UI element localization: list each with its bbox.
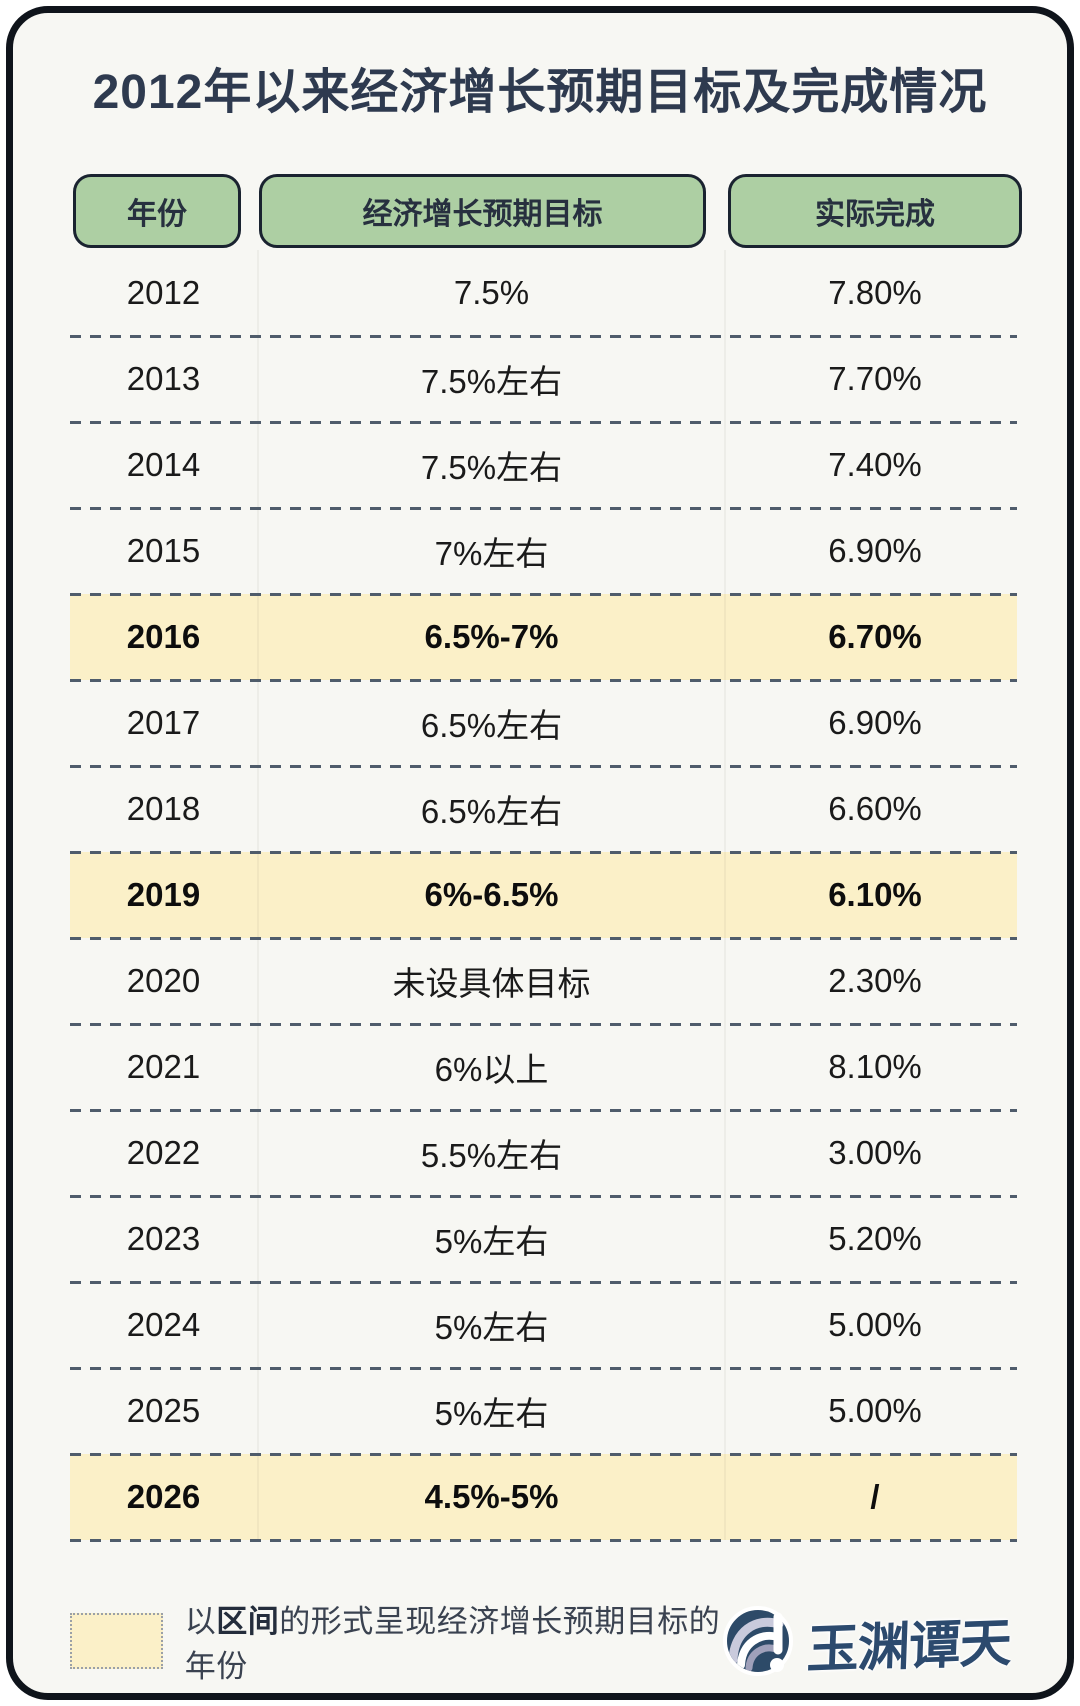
cell-year: 2017 — [126, 704, 201, 742]
cell-actual: 5.20% — [724, 1196, 1024, 1283]
legend-label: 以区间的形式呈现经济增长预期目标的年份 — [185, 1596, 721, 1686]
cell-year: 2014 — [126, 446, 201, 484]
cell-actual: 6.60% — [724, 766, 1024, 853]
cell-year: 2025 — [126, 1392, 201, 1430]
cell-actual: 3.00% — [724, 1110, 1024, 1197]
footer: 以区间的形式呈现经济增长预期目标的年份 玉渊谭天 — [70, 1596, 1015, 1686]
column-header-year: 年份 — [73, 174, 241, 249]
page-title: 2012年以来经济增长预期目标及完成情况 — [92, 66, 988, 119]
logo-swirl-icon — [722, 1606, 793, 1677]
table-row-2022: 2022 5.5%左右 3.00% — [70, 1108, 1017, 1197]
cell-year: 2020 — [126, 962, 201, 1000]
cell-target: 6.5%左右 — [257, 766, 724, 853]
logo-wordmark: 玉渊谭天 — [805, 1614, 1012, 1680]
table-row-2026: 2026 4.5%-5% / — [70, 1452, 1017, 1542]
legend: 以区间的形式呈现经济增长预期目标的年份 — [70, 1596, 721, 1686]
cell-actual: 6.10% — [724, 852, 1024, 939]
cell-year: 2012 — [126, 274, 201, 312]
table-row-2023: 2023 5%左右 5.20% — [70, 1194, 1017, 1283]
cell-actual: 7.80% — [724, 250, 1024, 337]
cell-target: 5%左右 — [257, 1196, 724, 1283]
cell-target: 5%左右 — [257, 1368, 724, 1455]
cell-year: 2024 — [126, 1306, 201, 1344]
table-body: 2012 7.5% 7.80% 2013 7.5%左右 7.70% 2014 7.5%左右 7.… — [13, 250, 1067, 1542]
table-row-2014: 2014 7.5%左右 7.40% — [70, 420, 1017, 509]
cell-year: 2023 — [126, 1220, 201, 1258]
legend-label-suffix: 的形式呈现经济增长预期目标的年份 — [184, 1604, 721, 1685]
column-header-target: 经济增长预期目标 — [259, 174, 706, 249]
legend-label-prefix: 以 — [184, 1604, 217, 1640]
cell-target: 7.5% — [257, 250, 724, 337]
cell-actual: / — [724, 1454, 1024, 1541]
legend-highlight-swatch — [70, 1613, 163, 1670]
cell-actual: 2.30% — [724, 938, 1024, 1025]
table-row-2012: 2012 7.5% 7.80% — [70, 250, 1017, 337]
cell-actual: 6.90% — [724, 680, 1024, 767]
cell-target: 7%左右 — [257, 508, 724, 595]
table-row-2015: 2015 7%左右 6.90% — [70, 506, 1017, 595]
cell-actual: 5.00% — [724, 1368, 1024, 1455]
cell-actual: 7.70% — [724, 336, 1024, 423]
table-row-2018: 2018 6.5%左右 6.60% — [70, 764, 1017, 853]
cell-target: 6%-6.5% — [257, 852, 724, 939]
cell-actual: 6.70% — [724, 594, 1024, 681]
cell-target: 6.5%-7% — [257, 594, 724, 681]
table-row-2025: 2025 5%左右 5.00% — [70, 1366, 1017, 1455]
table-row-2019: 2019 6%-6.5% 6.10% — [70, 850, 1017, 939]
cell-year: 2026 — [126, 1478, 201, 1516]
logo: 玉渊谭天 — [721, 1604, 1012, 1679]
cell-target: 7.5%左右 — [257, 336, 724, 423]
table-row-2021: 2021 6%以上 8.10% — [70, 1022, 1017, 1111]
cell-year: 2022 — [126, 1134, 201, 1172]
cell-target: 5.5%左右 — [257, 1110, 724, 1197]
cell-year: 2018 — [126, 790, 201, 828]
cell-target: 4.5%-5% — [257, 1454, 724, 1541]
cell-target: 5%左右 — [257, 1282, 724, 1369]
cell-target: 未设具体目标 — [257, 938, 724, 1025]
cell-year: 2021 — [126, 1048, 201, 1086]
cell-actual: 6.90% — [724, 508, 1024, 595]
table-row-2013: 2013 7.5%左右 7.70% — [70, 334, 1017, 423]
cell-year: 2016 — [126, 618, 201, 656]
column-header-actual: 实际完成 — [728, 174, 1022, 249]
cell-target: 6%以上 — [257, 1024, 724, 1111]
cell-year: 2019 — [126, 876, 201, 914]
table-row-2020: 2020 未设具体目标 2.30% — [70, 936, 1017, 1025]
cell-actual: 7.40% — [724, 422, 1024, 509]
cell-target: 7.5%左右 — [257, 422, 724, 509]
cell-year: 2013 — [126, 360, 201, 398]
cell-actual: 5.00% — [724, 1282, 1024, 1369]
infographic-card: 2012年以来经济增长预期目标及完成情况 年份 经济增长预期目标 实际完成 20… — [6, 6, 1074, 1700]
cell-target: 6.5%左右 — [257, 680, 724, 767]
cell-year: 2015 — [126, 532, 201, 570]
table-row-2024: 2024 5%左右 5.00% — [70, 1280, 1017, 1369]
table-row-2016: 2016 6.5%-7% 6.70% — [70, 592, 1017, 681]
table-row-2017: 2017 6.5%左右 6.90% — [70, 678, 1017, 767]
cell-actual: 8.10% — [724, 1024, 1024, 1111]
table-header-row: 年份 经济增长预期目标 实际完成 — [70, 174, 1022, 249]
legend-label-emphasis: 区间 — [216, 1604, 280, 1640]
